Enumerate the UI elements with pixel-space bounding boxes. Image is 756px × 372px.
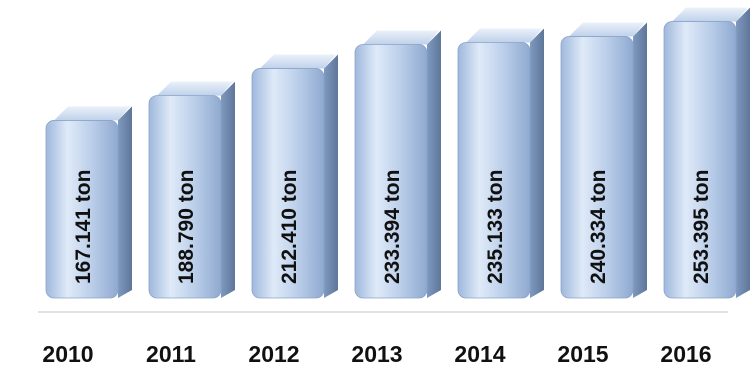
bar-2011 <box>148 81 235 299</box>
bar-2013 <box>354 30 441 299</box>
bar-2015 <box>560 22 647 299</box>
bar-side <box>530 28 544 299</box>
bar-front <box>45 120 119 299</box>
bar-front <box>663 21 737 299</box>
bar-side <box>221 81 235 298</box>
tick-label-2013: 2013 <box>351 341 402 367</box>
bar-side <box>118 106 132 299</box>
bar-2012 <box>251 54 338 299</box>
data-label: 167.141 ton <box>72 170 95 284</box>
tick-label-2012: 2012 <box>248 341 299 367</box>
bar-front <box>560 36 634 299</box>
bar-top <box>54 106 130 121</box>
tick-label-2014: 2014 <box>454 341 505 367</box>
data-label: 212.410 ton <box>278 170 301 284</box>
bar-2016 <box>663 7 750 299</box>
bar-top <box>672 7 748 22</box>
data-label: 235.133 ton <box>484 170 507 284</box>
bar-top <box>260 54 336 69</box>
bar-side <box>736 7 750 299</box>
data-label: 233.394 ton <box>381 170 404 284</box>
bar-2014 <box>457 28 544 299</box>
bar-top <box>157 81 233 96</box>
bar-2010 <box>45 106 132 299</box>
bar-top <box>569 22 645 37</box>
tick-label-2010: 2010 <box>42 341 93 367</box>
bar-front <box>354 44 428 299</box>
data-label: 188.790 ton <box>175 170 198 284</box>
bar-side <box>427 30 441 299</box>
bar-front <box>148 95 222 299</box>
tick-label-2015: 2015 <box>557 341 608 367</box>
bar-top <box>466 28 542 43</box>
tick-label-2011: 2011 <box>146 341 196 367</box>
data-label: 253.395 ton <box>690 170 713 284</box>
bar-side <box>324 54 338 299</box>
bar-front <box>251 68 325 299</box>
data-label: 240.334 ton <box>587 170 610 284</box>
bar-side <box>633 22 647 299</box>
bar-front <box>457 42 531 299</box>
tick-label-2016: 2016 <box>660 341 711 367</box>
bar-top <box>363 30 439 45</box>
